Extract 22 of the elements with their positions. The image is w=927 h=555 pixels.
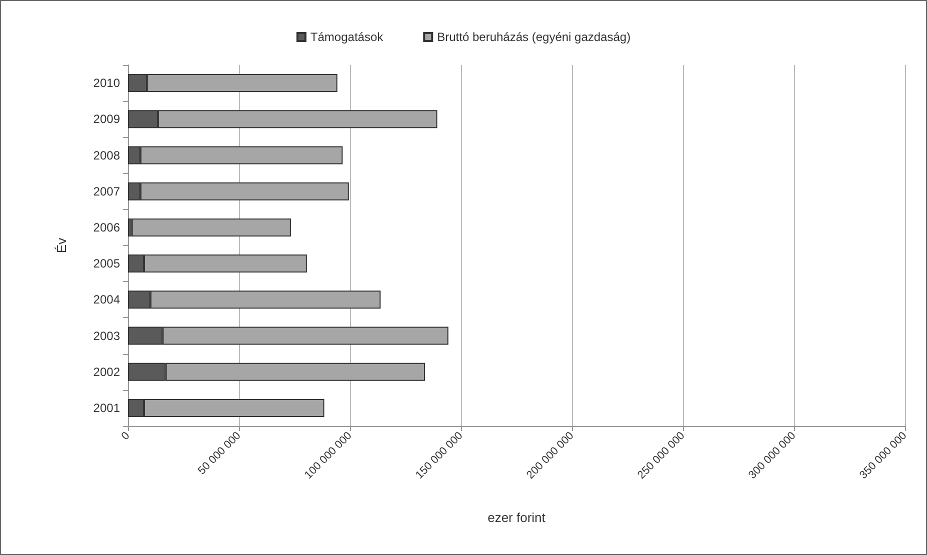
y-tick-label: 2002	[93, 364, 120, 379]
x-tick-label: 300 000 000	[746, 430, 798, 482]
y-tick-label: 2008	[93, 148, 120, 162]
x-tick-label: 350 000 000	[858, 430, 910, 482]
y-tick-label: 2003	[93, 328, 120, 343]
x-axis-title: ezer forint	[488, 510, 546, 525]
x-tick-label: 100 000 000	[302, 430, 354, 482]
y-tick-label: 2007	[93, 184, 120, 198]
y-tick-label: 2009	[93, 112, 120, 126]
x-tick-label: 50 000 000	[196, 430, 244, 478]
x-tick-label: 200 000 000	[524, 430, 576, 482]
y-tick-label: 2004	[93, 292, 120, 307]
y-tick-label: 2006	[93, 220, 120, 234]
legend-label: Támogatások	[310, 30, 384, 44]
legend-label: Bruttó beruházás (egyéni gazdaság)	[437, 30, 631, 44]
y-tick-label: 2005	[93, 256, 120, 271]
x-tick-label: 0	[119, 430, 132, 443]
x-tick-label: 250 000 000	[636, 430, 688, 482]
y-axis-title: Év	[54, 237, 69, 254]
y-tick-label: 2001	[93, 400, 120, 415]
y-tick-label: 2010	[93, 76, 120, 90]
x-tick-label: 150 000 000	[414, 430, 466, 482]
